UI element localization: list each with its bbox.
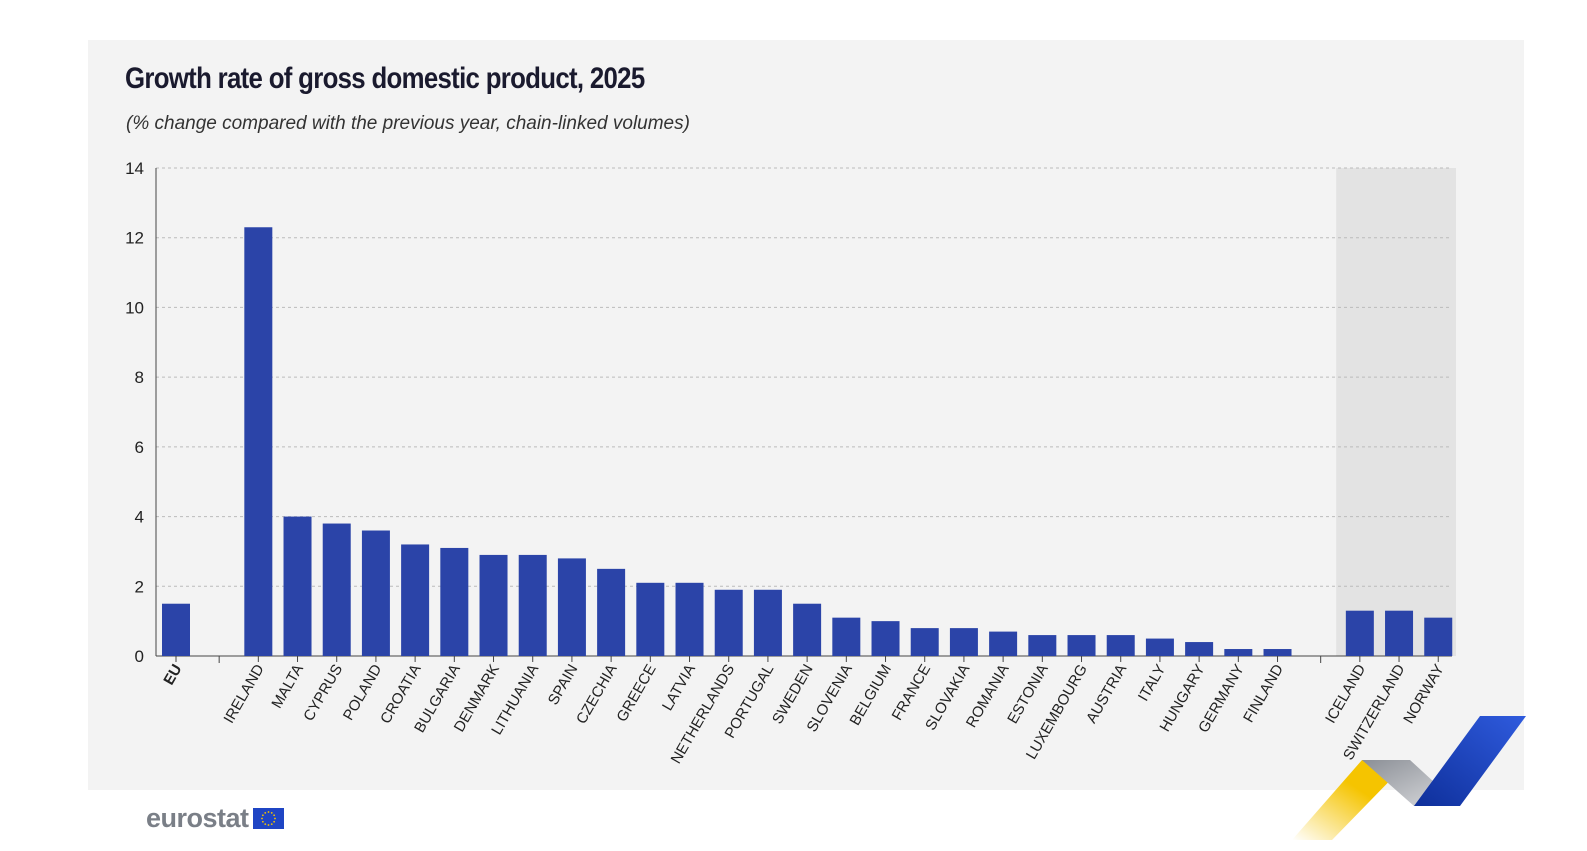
eurostat-logo: eurostat <box>146 803 284 834</box>
bar-sweden <box>793 603 822 656</box>
bar-spain <box>557 558 586 656</box>
y-tick-label: 8 <box>135 368 144 387</box>
bar-cyprus <box>322 523 351 656</box>
bar-ireland <box>244 227 273 656</box>
bar-luxembourg <box>1067 635 1096 656</box>
bar-slovakia <box>949 628 978 656</box>
bar-italy <box>1145 638 1174 656</box>
brand-yellow-stripe <box>1292 760 1410 840</box>
bar-portugal <box>753 589 782 656</box>
eu-flag-star <box>272 820 275 823</box>
brand-blue-stripe <box>1414 716 1526 806</box>
bar-switzerland <box>1385 610 1414 656</box>
bar-estonia <box>1028 635 1057 656</box>
bar-bulgaria <box>440 547 469 656</box>
bar-france <box>910 628 939 656</box>
eu-flag-star <box>263 823 266 826</box>
bar-poland <box>361 530 390 656</box>
bar-denmark <box>479 554 508 656</box>
bar-slovenia <box>832 617 861 656</box>
eu-flag-star <box>261 820 264 823</box>
bar-romania <box>989 631 1018 656</box>
bar-germany <box>1224 649 1253 656</box>
y-tick-label: 12 <box>125 229 144 248</box>
bar-hungary <box>1185 642 1214 656</box>
bar-greece <box>636 582 665 656</box>
eu-flag-icon <box>252 808 284 829</box>
eu-flag-star <box>270 811 273 814</box>
y-tick-label: 14 <box>125 159 144 178</box>
bar-finland <box>1263 649 1292 656</box>
y-tick-label: 0 <box>135 647 144 666</box>
bar-malta <box>283 516 312 656</box>
eu-flag-star <box>263 811 266 814</box>
bar-iceland <box>1345 610 1374 656</box>
bar-czechia <box>597 568 626 656</box>
logo-text: eurostat <box>146 803 249 833</box>
chart-subtitle: (% change compared with the previous yea… <box>126 113 690 134</box>
bar-lithuania <box>518 554 547 656</box>
bar-belgium <box>871 621 900 656</box>
chart-title: Growth rate of gross domestic product, 2… <box>125 62 645 95</box>
eu-flag-star <box>267 824 269 826</box>
eu-flag-star <box>270 823 273 826</box>
chart-panel <box>88 40 1524 790</box>
bar-austria <box>1106 635 1135 656</box>
y-tick-label: 6 <box>135 438 144 457</box>
bar-eu <box>162 603 190 656</box>
bar-netherlands <box>714 589 743 656</box>
eu-flag-star <box>260 817 263 820</box>
bar-croatia <box>401 544 430 656</box>
eu-flag-star <box>267 811 269 813</box>
eu-flag-star <box>272 814 275 817</box>
y-tick-label: 10 <box>125 298 144 317</box>
eu-flag-star <box>273 817 276 820</box>
bar-latvia <box>675 582 704 656</box>
highlight-region <box>1336 168 1456 656</box>
y-tick-label: 2 <box>135 577 144 596</box>
bar-norway <box>1424 617 1453 656</box>
eu-flag-star <box>261 814 264 817</box>
y-tick-label: 4 <box>135 508 144 527</box>
